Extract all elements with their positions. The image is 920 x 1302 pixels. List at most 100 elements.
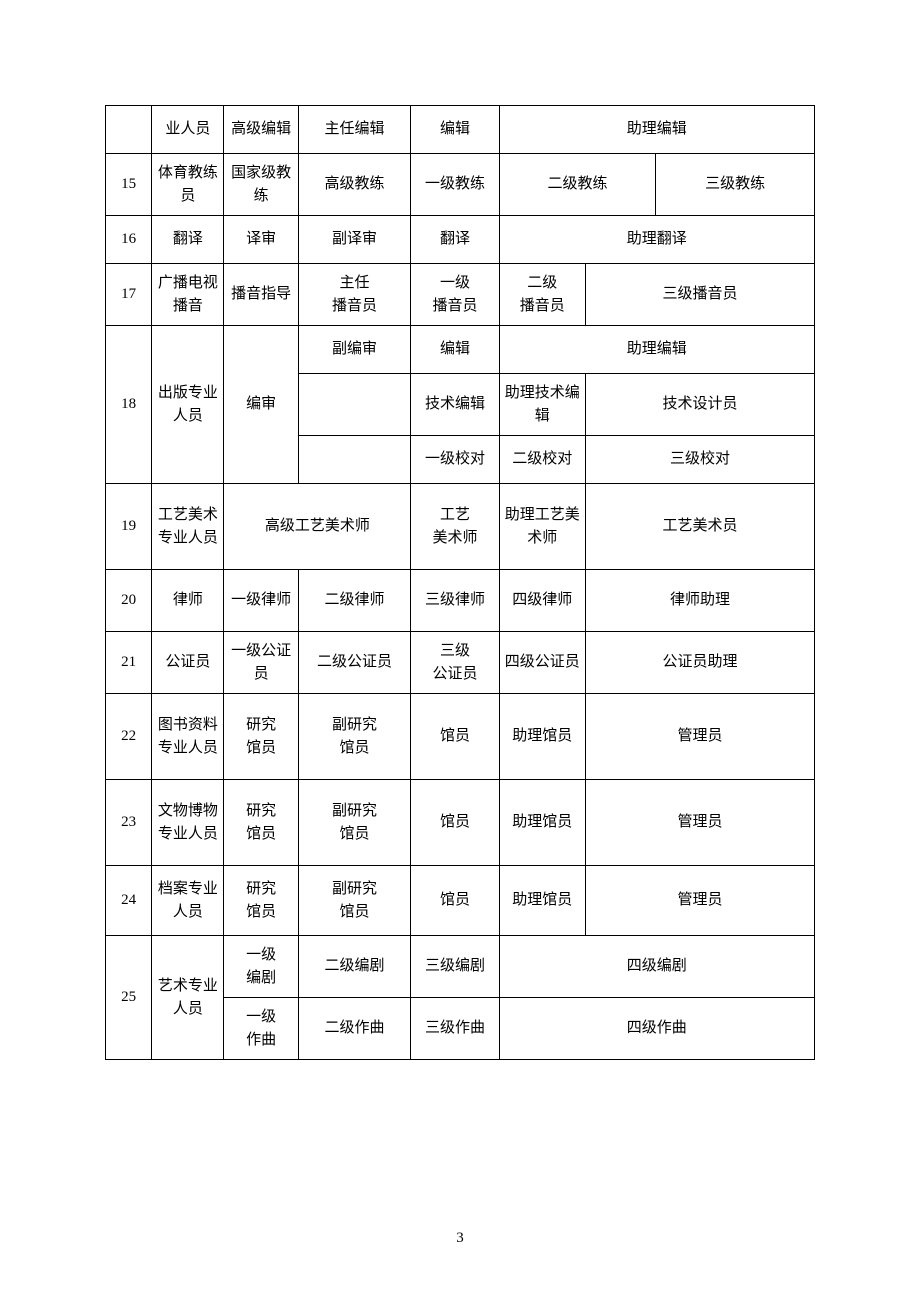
cell: 图书资料专业人员: [152, 694, 224, 780]
cell: 管理员: [585, 866, 814, 936]
cell: 副译审: [298, 216, 410, 264]
cell: 二级教练: [499, 154, 656, 216]
cell: 二级播音员: [499, 264, 585, 326]
cell-num: 19: [106, 484, 152, 570]
cell-num: 23: [106, 780, 152, 866]
cell: 二级公证员: [298, 632, 410, 694]
cell: 馆员: [411, 694, 499, 780]
rank-table: 业人员 高级编辑 主任编辑 编辑 助理编辑 15 体育教练员 国家级教练 高级教…: [105, 105, 815, 1060]
cell-num: 15: [106, 154, 152, 216]
cell: 二级作曲: [298, 998, 410, 1060]
cell: 译审: [224, 216, 298, 264]
cell: 助理馆员: [499, 694, 585, 780]
cell: 国家级教练: [224, 154, 298, 216]
cell: 工艺美术师: [411, 484, 499, 570]
cell: 一级律师: [224, 570, 298, 632]
cell: 管理员: [585, 694, 814, 780]
cell: 馆员: [411, 780, 499, 866]
cell: 主任编辑: [298, 106, 410, 154]
cell-num: 17: [106, 264, 152, 326]
cell-num: 18: [106, 326, 152, 484]
cell: 四级律师: [499, 570, 585, 632]
table-row: 业人员 高级编辑 主任编辑 编辑 助理编辑: [106, 106, 815, 154]
cell: 工艺美术专业人员: [152, 484, 224, 570]
cell: 翻译: [152, 216, 224, 264]
cell: 编辑: [411, 106, 499, 154]
cell: 管理员: [585, 780, 814, 866]
cell: 翻译: [411, 216, 499, 264]
cell: 四级公证员: [499, 632, 585, 694]
table-row: 20 律师 一级律师 二级律师 三级律师 四级律师 律师助理: [106, 570, 815, 632]
table-row: 16 翻译 译审 副译审 翻译 助理翻译: [106, 216, 815, 264]
cell: 研究馆员: [224, 866, 298, 936]
cell: 三级公证员: [411, 632, 499, 694]
cell: 助理翻译: [499, 216, 814, 264]
cell: 助理馆员: [499, 866, 585, 936]
cell: 播音指导: [224, 264, 298, 326]
cell: 四级作曲: [499, 998, 814, 1060]
cell: 三级编剧: [411, 936, 499, 998]
cell-num: 22: [106, 694, 152, 780]
page-number: 3: [0, 1230, 920, 1247]
cell: [298, 374, 410, 436]
cell: 副研究馆员: [298, 780, 410, 866]
cell: 三级校对: [585, 436, 814, 484]
cell: 助理工艺美术师: [499, 484, 585, 570]
cell-num: 25: [106, 936, 152, 1060]
cell: 业人员: [152, 106, 224, 154]
cell: 文物博物专业人员: [152, 780, 224, 866]
cell: 艺术专业人员: [152, 936, 224, 1060]
cell: 二级校对: [499, 436, 585, 484]
cell: 三级作曲: [411, 998, 499, 1060]
cell: 馆员: [411, 866, 499, 936]
cell: 三级播音员: [585, 264, 814, 326]
cell: 公证员: [152, 632, 224, 694]
cell: 三级教练: [656, 154, 815, 216]
cell: 副研究馆员: [298, 694, 410, 780]
cell: 二级律师: [298, 570, 410, 632]
cell: 一级作曲: [224, 998, 298, 1060]
cell: 技术设计员: [585, 374, 814, 436]
cell: 一级播音员: [411, 264, 499, 326]
cell: 助理编辑: [499, 326, 814, 374]
cell: 高级工艺美术师: [224, 484, 411, 570]
table-row: 15 体育教练员 国家级教练 高级教练 一级教练 二级教练 三级教练: [106, 154, 815, 216]
cell: 高级教练: [298, 154, 410, 216]
cell-num: 24: [106, 866, 152, 936]
cell: 一级校对: [411, 436, 499, 484]
cell: 一级教练: [411, 154, 499, 216]
cell: 公证员助理: [585, 632, 814, 694]
cell: 副编审: [298, 326, 410, 374]
cell: 编辑: [411, 326, 499, 374]
cell: 高级编辑: [224, 106, 298, 154]
table-row: 18 出版专业人员 编审 副编审 编辑 助理编辑: [106, 326, 815, 374]
table-row: 22 图书资料专业人员 研究馆员 副研究馆员 馆员 助理馆员 管理员: [106, 694, 815, 780]
table-row: 19 工艺美术专业人员 高级工艺美术师 工艺美术师 助理工艺美术师 工艺美术员: [106, 484, 815, 570]
cell: 研究馆员: [224, 694, 298, 780]
cell: 工艺美术员: [585, 484, 814, 570]
cell: 助理编辑: [499, 106, 814, 154]
cell: 律师: [152, 570, 224, 632]
cell: 主任播音员: [298, 264, 410, 326]
cell: 编审: [224, 326, 298, 484]
cell-num: [106, 106, 152, 154]
cell: 三级律师: [411, 570, 499, 632]
cell: 一级公证员: [224, 632, 298, 694]
cell: 助理技术编辑: [499, 374, 585, 436]
table-row: 21 公证员 一级公证员 二级公证员 三级公证员 四级公证员 公证员助理: [106, 632, 815, 694]
cell-num: 20: [106, 570, 152, 632]
cell: 研究馆员: [224, 780, 298, 866]
cell: [298, 436, 410, 484]
table-row: 24 档案专业人员 研究馆员 副研究馆员 馆员 助理馆员 管理员: [106, 866, 815, 936]
cell: 律师助理: [585, 570, 814, 632]
cell: 四级编剧: [499, 936, 814, 998]
table-row: 25 艺术专业人员 一级编剧 二级编剧 三级编剧 四级编剧: [106, 936, 815, 998]
cell: 技术编辑: [411, 374, 499, 436]
cell: 出版专业人员: [152, 326, 224, 484]
cell: 体育教练员: [152, 154, 224, 216]
cell: 档案专业人员: [152, 866, 224, 936]
cell: 二级编剧: [298, 936, 410, 998]
cell: 助理馆员: [499, 780, 585, 866]
table-row: 23 文物博物专业人员 研究馆员 副研究馆员 馆员 助理馆员 管理员: [106, 780, 815, 866]
cell: 广播电视播音: [152, 264, 224, 326]
